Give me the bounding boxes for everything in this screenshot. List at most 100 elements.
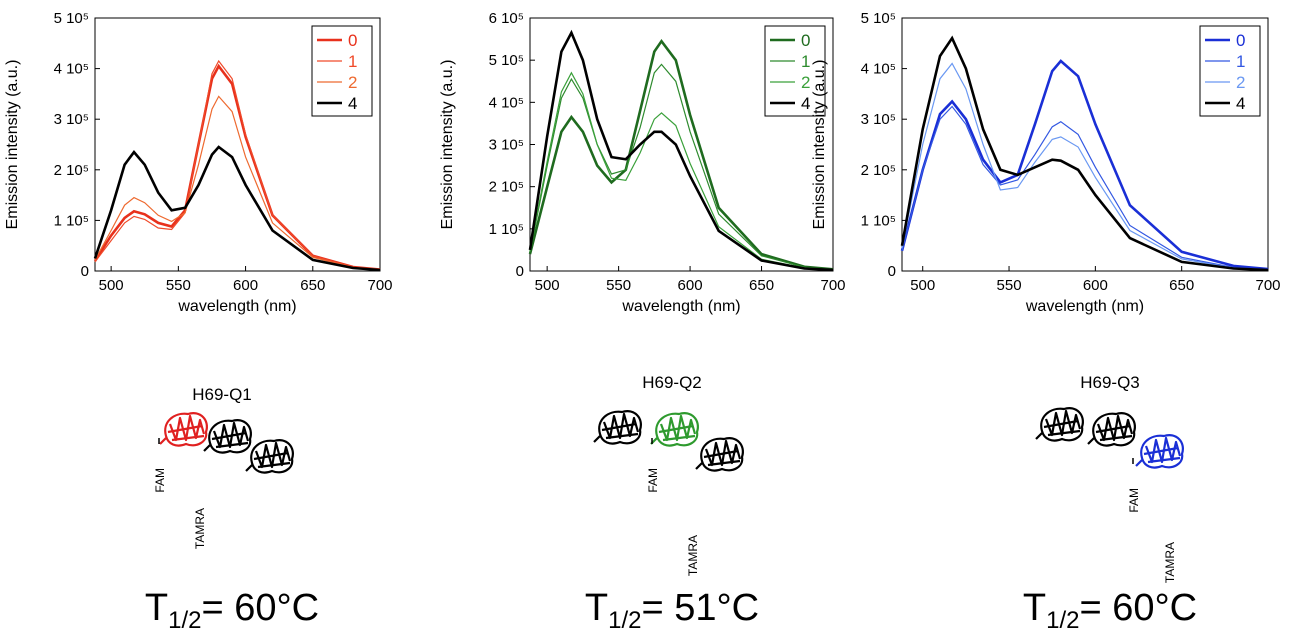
structure-tail [695, 462, 703, 470]
x-tick-label: 600 [1083, 277, 1108, 294]
structure-loops [167, 414, 206, 442]
structure-outline [250, 439, 294, 474]
x-tick-label: 550 [606, 277, 631, 294]
rna-structure [1035, 407, 1084, 442]
legend-label: 4 [348, 94, 357, 113]
x-axis-label: wavelength (nm) [1025, 298, 1144, 315]
x-axis-label: wavelength (nm) [177, 298, 296, 315]
y-axis-label: Emission intensity (a.u.) [4, 60, 21, 230]
y-tick-label: 2 10⁵ [861, 162, 896, 179]
spectrum-line [93, 145, 381, 272]
structure-outline [1140, 434, 1184, 469]
y-tick-label: 6 10⁵ [489, 10, 524, 27]
plot-frame [94, 17, 381, 272]
construct-title: H69-Q3 [1080, 373, 1140, 392]
legend-label: 1 [801, 52, 810, 71]
structure-loops [1043, 409, 1082, 437]
rna-structure [695, 437, 744, 472]
y-tick-label: 0 [516, 263, 524, 280]
structure-loops [1143, 436, 1182, 464]
rna-structure [650, 412, 699, 447]
structure-loops [253, 441, 292, 469]
spectrum-line [900, 59, 1269, 271]
x-tick-label: 650 [1169, 277, 1194, 294]
spectrum-line [901, 62, 1269, 271]
structure-loops [1095, 414, 1134, 442]
x-tick-label: 700 [367, 277, 392, 294]
legend-label: 2 [1236, 73, 1245, 92]
y-tick-label: 1 10⁵ [489, 221, 524, 238]
x-tick-label: 500 [910, 277, 935, 294]
x-tick-label: 500 [535, 277, 560, 294]
y-tick-label: 1 10⁵ [861, 212, 896, 229]
legend-label: 4 [1236, 94, 1245, 113]
x-tick-label: 550 [166, 277, 191, 294]
t-subscript: 1/2 [1046, 607, 1079, 631]
t-subscript: 1/2 [608, 607, 641, 631]
y-tick-label: 5 10⁵ [861, 10, 896, 27]
structure-outline [1040, 407, 1084, 442]
x-tick-label: 600 [678, 277, 703, 294]
rna-structure [593, 410, 642, 445]
structure-outline [700, 437, 744, 472]
t-value: = 51°C [641, 587, 759, 629]
structure-outline [164, 412, 208, 447]
t-half: T1/2= 60°C [145, 587, 319, 631]
y-tick-label: 4 10⁵ [489, 94, 524, 111]
y-tick-label: 4 10⁵ [861, 61, 896, 78]
spectrum-line [529, 63, 834, 271]
y-tick-label: 5 10⁵ [489, 52, 524, 69]
legend-label: 1 [348, 52, 357, 71]
spectrum-line [528, 29, 834, 272]
fam-label: FAM [646, 468, 660, 493]
t-symbol: T [1023, 587, 1046, 629]
tamra-label: TAMRA [193, 508, 207, 549]
plot-frame [901, 17, 1269, 272]
structure-loops [601, 412, 640, 440]
y-tick-label: 3 10⁵ [489, 137, 524, 154]
t-symbol: T [585, 587, 608, 629]
tamra-label: TAMRA [686, 535, 700, 576]
structure-tail [245, 464, 253, 472]
structure-tail [1135, 459, 1143, 467]
x-tick-label: 600 [233, 277, 258, 294]
spectrum-line [94, 59, 381, 271]
tamra-label: TAMRA [1163, 542, 1177, 583]
x-tick-label: 650 [300, 277, 325, 294]
structure-outline [208, 419, 252, 454]
rna-structure [1135, 434, 1184, 469]
structure-outline [655, 412, 699, 447]
y-tick-label: 2 10⁵ [54, 162, 89, 179]
spectrum-line [900, 35, 1269, 272]
y-tick-label: 2 10⁵ [489, 179, 524, 196]
y-tick-label: 3 10⁵ [54, 111, 89, 128]
spectrum-line [94, 95, 381, 271]
spectrum-line [529, 71, 834, 271]
structure-tail [1035, 432, 1043, 440]
rna-structure [1087, 412, 1136, 447]
fam-label: FAM [1127, 488, 1141, 513]
spectrum-line [901, 105, 1269, 271]
legend-label: 0 [801, 31, 810, 50]
legend-label: 2 [801, 73, 810, 92]
t-value: = 60°C [201, 587, 319, 629]
x-axis-label: wavelength (nm) [621, 298, 740, 315]
legend-label: 2 [348, 73, 357, 92]
legend-label: 1 [1236, 52, 1245, 71]
x-tick-label: 650 [749, 277, 774, 294]
t-subscript: 1/2 [168, 607, 201, 631]
rna-structure [159, 412, 208, 447]
structure-tail [159, 437, 167, 445]
x-tick-label: 700 [1255, 277, 1280, 294]
structure-tail [203, 444, 211, 452]
t-half: T1/2= 51°C [585, 587, 759, 631]
legend-label: 4 [801, 94, 810, 113]
y-axis-label: Emission intensity (a.u.) [811, 60, 828, 230]
y-tick-label: 1 10⁵ [54, 212, 89, 229]
structure-loops [211, 421, 250, 449]
y-tick-label: 0 [81, 263, 89, 280]
y-tick-label: 0 [888, 263, 896, 280]
construct-title: H69-Q2 [642, 373, 702, 392]
rna-structure [245, 439, 294, 474]
